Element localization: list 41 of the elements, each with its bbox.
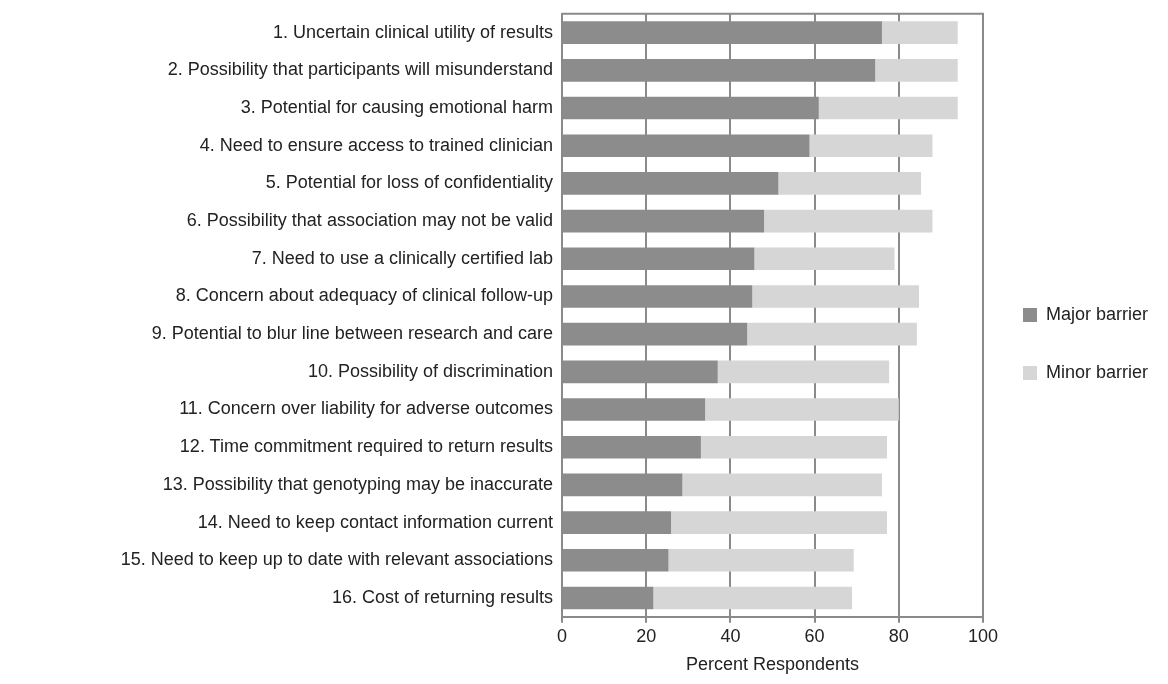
bar (671, 511, 887, 534)
y-tick-label: 6. Possibility that association may not be valid (186, 210, 553, 231)
bar (705, 398, 899, 421)
y-tick-label: 9. Potential to blur line between research and care (151, 323, 553, 344)
bar (809, 134, 933, 158)
bar (747, 322, 917, 346)
y-tick-label: 15. Need to keep up to date with relevant associations (120, 549, 553, 570)
y-tick-label: 14. Need to keep contact information current (197, 511, 553, 532)
bar (752, 285, 919, 308)
y-tick-label: 2. Possibility that participants will misunderstand (167, 59, 553, 80)
y-tick-label: 16. Cost of returning results (331, 586, 553, 607)
x-tick-label: 20 (636, 625, 657, 646)
bar (700, 435, 887, 459)
bar (818, 96, 958, 120)
y-tick-label: 11. Concern over liability for adverse outcomes (179, 398, 553, 419)
bar (653, 586, 853, 610)
y-tick-label: 12. Time commitment required to return results (179, 436, 553, 457)
bar (682, 473, 882, 497)
bar (668, 548, 854, 572)
y-tick-label: 4. Need to ensure access to trained clinician (199, 134, 553, 155)
y-tick-label: 5. Potential for loss of confidentiality (265, 172, 553, 193)
x-axis-title: Percent Respondents (685, 654, 860, 675)
legend-label: Major barrier (1045, 303, 1149, 324)
y-tick-label: 8. Concern about adequacy of clinical follow-up (175, 285, 553, 306)
x-tick-label: 0 (556, 625, 568, 646)
bar (754, 247, 895, 271)
bar (881, 21, 958, 44)
bar (764, 209, 933, 233)
y-tick-label: 10. Possibility of discrimination (307, 360, 553, 381)
bar (875, 59, 958, 82)
legend-label: Minor barrier (1045, 361, 1149, 382)
x-tick-label: 100 (967, 625, 998, 646)
y-tick-label: 13. Possibility that genotyping may be inaccurate (162, 473, 553, 494)
x-tick-label: 40 (720, 625, 741, 646)
x-tick-label: 80 (888, 625, 909, 646)
bar (778, 172, 922, 195)
y-tick-label: 1. Uncertain clinical utility of results (272, 21, 553, 42)
x-tick-label: 60 (804, 625, 825, 646)
y-tick-label: 3. Potential for causing emotional harm (240, 96, 553, 117)
y-tick-label: 7. Need to use a clinically certified lab (251, 247, 553, 268)
bar (717, 360, 890, 384)
